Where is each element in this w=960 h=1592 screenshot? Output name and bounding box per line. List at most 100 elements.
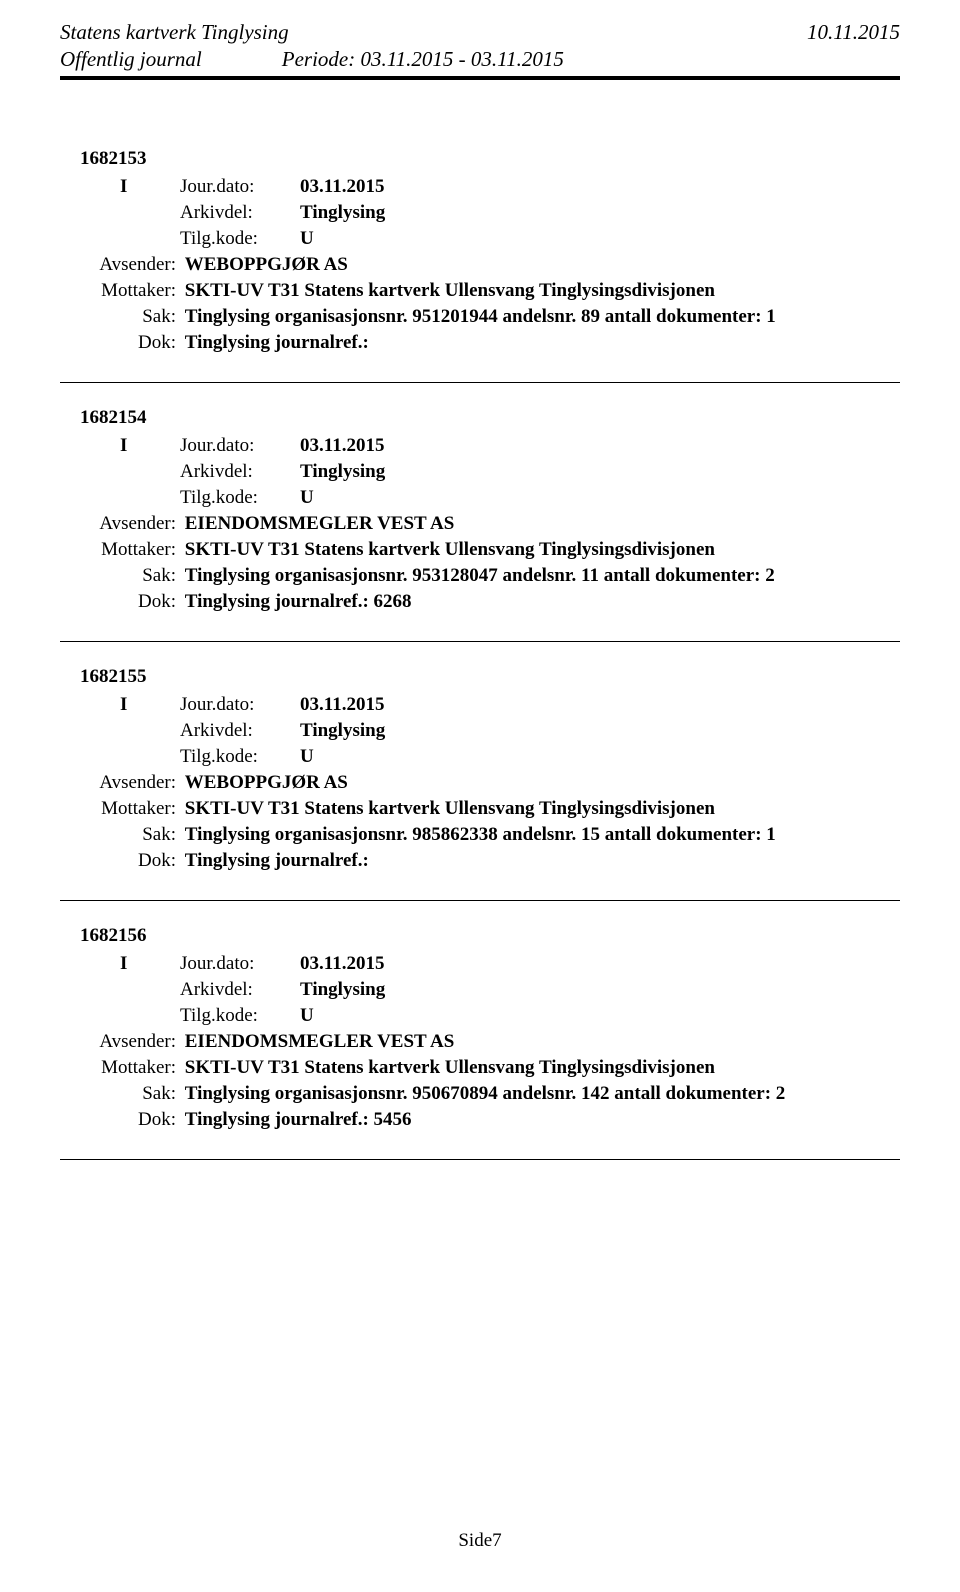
entry-separator xyxy=(60,641,900,642)
doc-type: I xyxy=(120,953,180,975)
period-label: Periode: xyxy=(282,47,355,71)
page-number: Side7 xyxy=(458,1530,501,1551)
entry-body: IJour.dato:03.11.2015Arkivdel:Tinglysing… xyxy=(80,435,900,613)
mottaker-value: SKTI-UV T31 Statens kartverk Ullensvang … xyxy=(185,539,715,560)
period-value: 03.11.2015 - 03.11.2015 xyxy=(360,47,563,71)
tilgkode-value: U xyxy=(300,228,314,250)
jour-row: IJour.dato:03.11.2015 xyxy=(120,435,900,457)
jour-row: IJour.dato:03.11.2015 xyxy=(120,176,900,198)
journal-entry: 1682153IJour.dato:03.11.2015Arkivdel:Tin… xyxy=(60,148,900,354)
arkivdel-value: Tinglysing xyxy=(300,461,385,483)
jour-label: Jour.dato: xyxy=(180,694,300,716)
arkivdel-label: Arkivdel: xyxy=(180,461,300,483)
arkivdel-label: Arkivdel: xyxy=(180,979,300,1001)
tilgkode-label: Tilg.kode: xyxy=(180,746,300,768)
dok-row: Dok: Tinglysing journalref.: xyxy=(80,332,900,354)
sak-value: Tinglysing organisasjonsnr. 953128047 an… xyxy=(185,565,775,586)
entry-id: 1682154 xyxy=(80,407,900,429)
dok-label: Dok: xyxy=(80,1109,180,1131)
sak-label: Sak: xyxy=(80,306,180,328)
journal-entry: 1682156IJour.dato:03.11.2015Arkivdel:Tin… xyxy=(60,925,900,1131)
sak-row: Sak: Tinglysing organisasjonsnr. 9531280… xyxy=(80,565,900,587)
sak-row: Sak: Tinglysing organisasjonsnr. 9506708… xyxy=(80,1083,900,1105)
avsender-value: WEBOPPGJØR AS xyxy=(185,772,348,793)
avsender-label: Avsender: xyxy=(80,1031,180,1053)
tilgkode-row: Tilg.kode:U xyxy=(120,1005,900,1027)
agency-name: Statens kartverk Tinglysing xyxy=(60,20,289,45)
tilgkode-value: U xyxy=(300,746,314,768)
journal-entry: 1682154IJour.dato:03.11.2015Arkivdel:Tin… xyxy=(60,407,900,613)
dok-label: Dok: xyxy=(80,850,180,872)
dok-row: Dok: Tinglysing journalref.: xyxy=(80,850,900,872)
sak-value: Tinglysing organisasjonsnr. 950670894 an… xyxy=(185,1083,786,1104)
mottaker-row: Mottaker: SKTI-UV T31 Statens kartverk U… xyxy=(80,1057,900,1079)
sak-value: Tinglysing organisasjonsnr. 985862338 an… xyxy=(185,824,776,845)
mottaker-value: SKTI-UV T31 Statens kartverk Ullensvang … xyxy=(185,1057,715,1078)
avsender-label: Avsender: xyxy=(80,513,180,535)
mottaker-value: SKTI-UV T31 Statens kartverk Ullensvang … xyxy=(185,280,715,301)
jour-label: Jour.dato: xyxy=(180,176,300,198)
entry-separator xyxy=(60,900,900,901)
jour-row: IJour.dato:03.11.2015 xyxy=(120,953,900,975)
tilgkode-label: Tilg.kode: xyxy=(180,1005,300,1027)
sak-value: Tinglysing organisasjonsnr. 951201944 an… xyxy=(185,306,776,327)
mottaker-row: Mottaker: SKTI-UV T31 Statens kartverk U… xyxy=(80,798,900,820)
entry-id: 1682156 xyxy=(80,925,900,947)
mottaker-value: SKTI-UV T31 Statens kartverk Ullensvang … xyxy=(185,798,715,819)
tilgkode-value: U xyxy=(300,487,314,509)
sak-row: Sak: Tinglysing organisasjonsnr. 9858623… xyxy=(80,824,900,846)
entry-id: 1682155 xyxy=(80,666,900,688)
arkivdel-label: Arkivdel: xyxy=(180,720,300,742)
arkivdel-row: Arkivdel:Tinglysing xyxy=(120,979,900,1001)
jour-label: Jour.dato: xyxy=(180,435,300,457)
avsender-label: Avsender: xyxy=(80,254,180,276)
jour-row: IJour.dato:03.11.2015 xyxy=(120,694,900,716)
mottaker-label: Mottaker: xyxy=(80,1057,180,1079)
avsender-value: EIENDOMSMEGLER VEST AS xyxy=(185,1031,455,1052)
tilgkode-value: U xyxy=(300,1005,314,1027)
doc-type: I xyxy=(120,176,180,198)
avsender-row: Avsender: EIENDOMSMEGLER VEST AS xyxy=(80,1031,900,1053)
dok-value: Tinglysing journalref.: xyxy=(185,850,369,871)
entries-container: 1682153IJour.dato:03.11.2015Arkivdel:Tin… xyxy=(60,148,900,1160)
entry-id: 1682153 xyxy=(80,148,900,170)
period: Periode: 03.11.2015 - 03.11.2015 xyxy=(282,47,564,72)
mottaker-label: Mottaker: xyxy=(80,280,180,302)
page-footer: Side7 xyxy=(0,1530,960,1552)
dok-value: Tinglysing journalref.: 5456 xyxy=(185,1109,412,1130)
jour-date: 03.11.2015 xyxy=(300,176,384,198)
dok-value: Tinglysing journalref.: xyxy=(185,332,369,353)
header-row-1: Statens kartverk Tinglysing 10.11.2015 xyxy=(60,20,900,45)
jour-date: 03.11.2015 xyxy=(300,435,384,457)
dok-value: Tinglysing journalref.: 6268 xyxy=(185,591,412,612)
dok-row: Dok: Tinglysing journalref.: 6268 xyxy=(80,591,900,613)
entry-body: IJour.dato:03.11.2015Arkivdel:Tinglysing… xyxy=(80,953,900,1131)
dok-label: Dok: xyxy=(80,332,180,354)
avsender-label: Avsender: xyxy=(80,772,180,794)
arkivdel-row: Arkivdel:Tinglysing xyxy=(120,720,900,742)
jour-label: Jour.dato: xyxy=(180,953,300,975)
arkivdel-value: Tinglysing xyxy=(300,202,385,224)
sak-label: Sak: xyxy=(80,1083,180,1105)
sak-label: Sak: xyxy=(80,565,180,587)
header-date: 10.11.2015 xyxy=(807,20,900,45)
mottaker-row: Mottaker: SKTI-UV T31 Statens kartverk U… xyxy=(80,280,900,302)
doc-type: I xyxy=(120,694,180,716)
avsender-row: Avsender: EIENDOMSMEGLER VEST AS xyxy=(80,513,900,535)
entry-separator xyxy=(60,1159,900,1160)
arkivdel-label: Arkivdel: xyxy=(180,202,300,224)
header-underline xyxy=(60,76,900,80)
journal-entry: 1682155IJour.dato:03.11.2015Arkivdel:Tin… xyxy=(60,666,900,872)
doc-type: I xyxy=(120,435,180,457)
dok-label: Dok: xyxy=(80,591,180,613)
entry-body: IJour.dato:03.11.2015Arkivdel:Tinglysing… xyxy=(80,176,900,354)
sak-label: Sak: xyxy=(80,824,180,846)
page-header: Statens kartverk Tinglysing 10.11.2015 O… xyxy=(60,20,900,148)
tilgkode-row: Tilg.kode:U xyxy=(120,487,900,509)
avsender-row: Avsender: WEBOPPGJØR AS xyxy=(80,254,900,276)
mottaker-label: Mottaker: xyxy=(80,798,180,820)
header-row-2: Offentlig journal Periode: 03.11.2015 - … xyxy=(60,47,900,72)
entry-separator xyxy=(60,382,900,383)
arkivdel-row: Arkivdel:Tinglysing xyxy=(120,461,900,483)
entry-body: IJour.dato:03.11.2015Arkivdel:Tinglysing… xyxy=(80,694,900,872)
